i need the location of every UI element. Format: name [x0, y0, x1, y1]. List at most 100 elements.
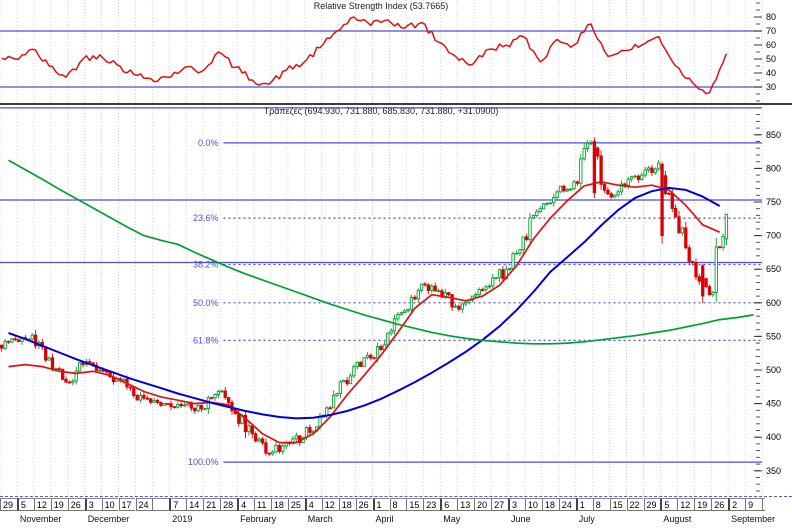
date-cell: 24 [135, 498, 153, 511]
candle [558, 185, 563, 193]
rsi-canvas[interactable]: 30 40 50 60 70 80 [0, 0, 792, 104]
candle [650, 167, 654, 173]
candle [701, 265, 705, 297]
candle [718, 246, 722, 249]
candle [508, 268, 512, 270]
y-axis-group: 350 400 450 500 550 600 650 700 750 800 850 [754, 107, 781, 492]
candle [403, 310, 407, 314]
candle [247, 425, 251, 433]
candle [74, 370, 78, 382]
y-axis-label: 70 [766, 26, 776, 36]
date-cell: 7 [169, 498, 187, 511]
candle [484, 286, 488, 291]
candle [33, 334, 38, 347]
y-axis-label: 500 [766, 365, 781, 375]
candle [613, 194, 617, 198]
candle [524, 236, 529, 240]
candle [308, 427, 312, 433]
candle [132, 387, 136, 396]
candle [409, 296, 414, 311]
date-cell: 28 [220, 498, 237, 511]
candle [77, 362, 82, 372]
candle [105, 370, 109, 373]
candle [386, 332, 390, 346]
candle [538, 208, 542, 213]
date-cell: 6 [440, 498, 458, 511]
price-canvas[interactable]: 0.0% 23.6% 38.2% 50.0% 61.8% 100.0% 350 400 450 5… [0, 104, 792, 496]
candle [562, 185, 566, 192]
candle [491, 277, 495, 287]
candle [298, 435, 302, 443]
candle [345, 379, 349, 385]
candle [521, 236, 525, 251]
candle [365, 354, 370, 359]
candle [6, 340, 11, 343]
candle [186, 402, 190, 406]
candle [210, 397, 214, 400]
date-cell: 14 [186, 498, 204, 511]
candle [596, 147, 600, 157]
ma-slow-line [8, 159, 754, 345]
candle [423, 283, 427, 286]
candle [331, 394, 336, 409]
candle [196, 405, 200, 412]
candle [436, 290, 441, 293]
panel-separator[interactable] [0, 103, 792, 105]
candle [152, 399, 156, 403]
candle [165, 403, 170, 405]
candle [50, 357, 55, 370]
candle [687, 247, 691, 262]
date-cell: 9 [745, 498, 762, 511]
candle [138, 394, 143, 401]
candle [355, 361, 359, 368]
candle [172, 406, 177, 409]
candle [121, 378, 126, 382]
month-label: February [240, 514, 277, 524]
candle [589, 142, 593, 145]
candle [657, 162, 661, 170]
candle [426, 284, 431, 291]
date-cell: 23 [423, 498, 441, 511]
candle [487, 285, 492, 288]
candle [396, 314, 400, 320]
candle [548, 202, 552, 205]
date-cell: 19 [694, 498, 712, 511]
y-axis-label: 80 [766, 12, 776, 22]
candle [294, 435, 298, 440]
candle [3, 340, 7, 349]
candle [226, 397, 231, 403]
candle [64, 378, 68, 383]
candle [670, 193, 674, 209]
candle [237, 413, 241, 424]
date-cell: 22 [626, 498, 644, 511]
candle [30, 334, 34, 340]
candle [342, 379, 346, 383]
candle [663, 175, 668, 194]
y-axis-label: 350 [766, 466, 781, 476]
candle [101, 369, 105, 372]
candle [47, 357, 51, 361]
candle [623, 183, 627, 186]
candle [667, 192, 671, 195]
fib-level-label: 38.2% [193, 260, 219, 270]
date-cell: 18 [270, 498, 288, 511]
date-cell: 17 [118, 498, 136, 511]
candle [389, 330, 393, 334]
candle [494, 277, 498, 280]
candle [213, 394, 217, 399]
fib-level-label: 61.8% [193, 335, 219, 345]
y-axis-label: 30 [766, 82, 776, 92]
candle [633, 175, 637, 178]
candle [585, 142, 590, 149]
candle [67, 381, 72, 384]
candle [464, 301, 468, 305]
candle [328, 407, 332, 410]
date-cell: 1 [372, 498, 390, 511]
date-cell: 26 [67, 498, 85, 511]
candle [545, 202, 549, 205]
candle [629, 176, 634, 180]
candle [142, 394, 146, 399]
candle [497, 269, 502, 279]
candle [274, 444, 278, 453]
